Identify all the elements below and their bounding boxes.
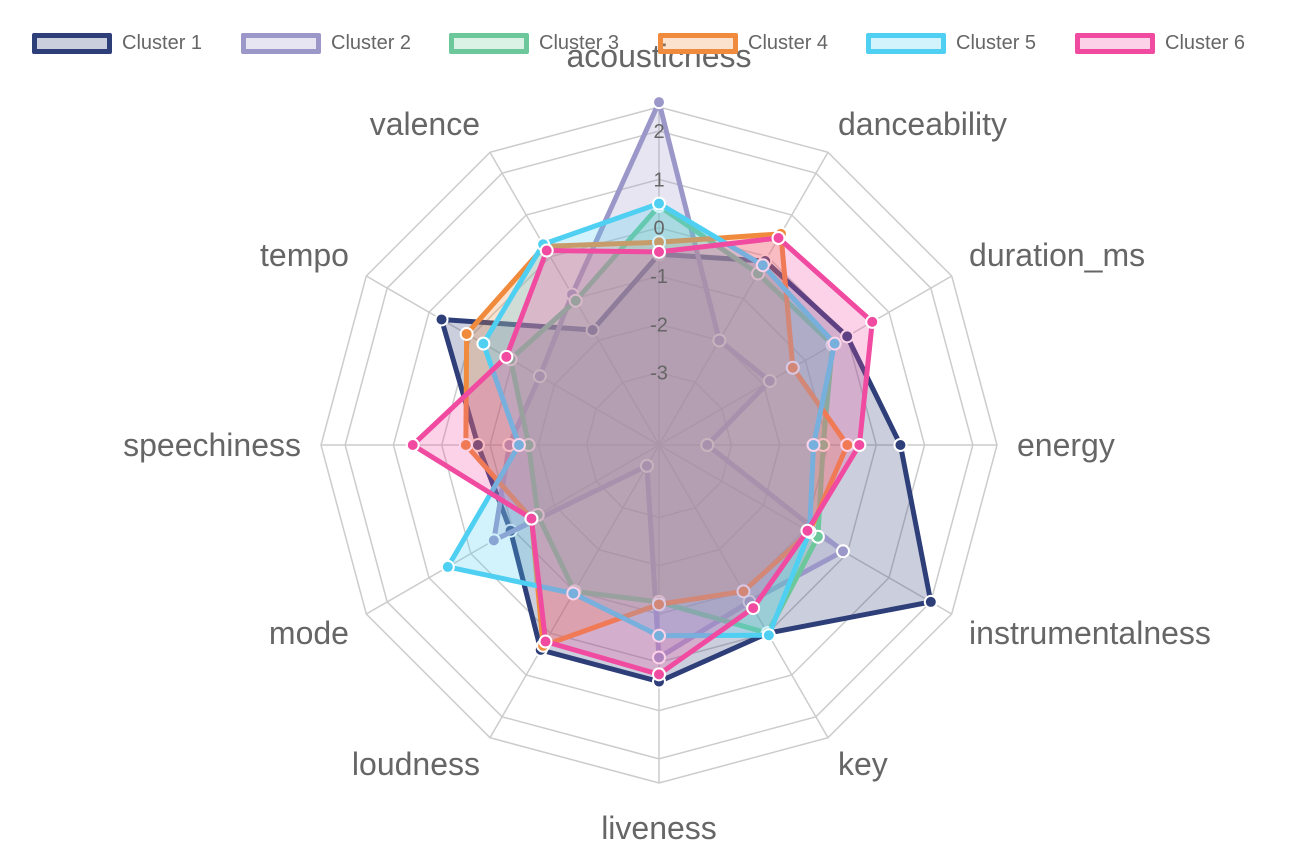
data-point <box>785 360 800 375</box>
axis-label-danceability: danceability <box>838 106 1007 142</box>
legend-label: Cluster 5 <box>956 31 1037 54</box>
data-point <box>923 594 938 609</box>
tick-label: 2 <box>653 121 664 143</box>
data-point <box>639 458 654 473</box>
data-point <box>771 231 786 246</box>
legend-swatch <box>241 32 321 54</box>
data-point <box>652 628 666 643</box>
legend-item-cluster-6[interactable]: Cluster 6 <box>1075 28 1245 58</box>
data-point <box>585 323 600 338</box>
data-point <box>458 438 473 452</box>
legend-swatch <box>1075 32 1155 54</box>
axis-label-tempo: tempo <box>260 237 349 273</box>
tick-label: 1 <box>653 169 664 191</box>
data-point <box>893 438 908 452</box>
data-point <box>538 634 553 649</box>
data-point <box>476 336 491 351</box>
axis-label-mode: mode <box>269 615 349 651</box>
series-2 <box>486 95 850 665</box>
axis-label-valence: valence <box>370 106 480 142</box>
tick-label: -3 <box>650 363 668 385</box>
legend-swatch <box>658 32 738 54</box>
grid-spoke <box>658 151 829 446</box>
data-point <box>459 326 474 341</box>
legend-swatch <box>32 32 112 54</box>
data-point <box>800 523 815 538</box>
data-point <box>827 336 842 351</box>
data-point <box>652 196 666 211</box>
legend-item-cluster-5[interactable]: Cluster 5 <box>866 28 1036 58</box>
legend-item-cluster-1[interactable]: Cluster 1 <box>32 28 202 58</box>
data-point <box>761 628 776 643</box>
data-point <box>835 544 850 559</box>
data-point <box>539 243 554 258</box>
axis-label-duration-ms: duration_ms <box>969 237 1145 273</box>
legend-label: Cluster 6 <box>1165 31 1246 54</box>
data-point <box>532 369 547 384</box>
legend-label: Cluster 3 <box>539 31 620 54</box>
data-point <box>865 314 880 329</box>
data-point <box>700 438 715 452</box>
data-point <box>652 667 666 682</box>
axis-label-instrumentalness: instrumentalness <box>969 615 1211 651</box>
data-point <box>746 601 761 616</box>
data-point <box>405 438 420 452</box>
data-point <box>434 312 449 327</box>
data-point <box>499 349 514 364</box>
data-point <box>852 438 867 452</box>
legend-item-cluster-4[interactable]: Cluster 4 <box>658 28 828 58</box>
tick-labels: -3 -2 -1 0 1 2 <box>650 121 668 384</box>
data-point <box>652 244 666 259</box>
data-point <box>755 258 770 273</box>
axis-labels: acousticnessdanceabilityduration_msenerg… <box>123 38 1211 842</box>
data-point <box>566 586 581 601</box>
tick-label: 0 <box>653 218 664 240</box>
legend-item-cluster-2[interactable]: Cluster 2 <box>241 28 411 58</box>
series-layer <box>405 95 938 689</box>
legend: Cluster 1 Cluster 2 Cluster 3 Cluster 4 … <box>0 0 1306 70</box>
axis-label-liveness: liveness <box>601 810 717 842</box>
grid-spoke <box>658 275 953 446</box>
data-point <box>486 533 501 548</box>
data-point <box>806 438 821 452</box>
data-point <box>440 559 455 574</box>
legend-swatch <box>866 32 946 54</box>
axis-label-loudness: loudness <box>352 746 480 782</box>
axis-label-energy: energy <box>1017 427 1115 463</box>
legend-swatch <box>449 32 529 54</box>
legend-item-cluster-3[interactable]: Cluster 3 <box>449 28 619 58</box>
tick-label: -1 <box>650 266 668 288</box>
axis-label-key: key <box>838 746 888 782</box>
data-point <box>652 650 666 665</box>
legend-label: Cluster 1 <box>122 31 203 54</box>
data-point <box>511 438 526 452</box>
data-point <box>762 374 777 389</box>
tick-label: -2 <box>650 314 668 336</box>
data-point <box>568 293 583 308</box>
data-point <box>736 584 751 599</box>
legend-label: Cluster 4 <box>748 31 829 54</box>
data-point <box>524 511 539 526</box>
series-5 <box>440 196 842 643</box>
data-point <box>712 333 727 348</box>
axis-label-speechiness: speechiness <box>123 427 301 463</box>
series-6 <box>405 231 880 682</box>
legend-label: Cluster 2 <box>331 31 412 54</box>
data-point <box>840 329 855 344</box>
data-point <box>652 597 666 612</box>
data-point <box>652 95 666 110</box>
